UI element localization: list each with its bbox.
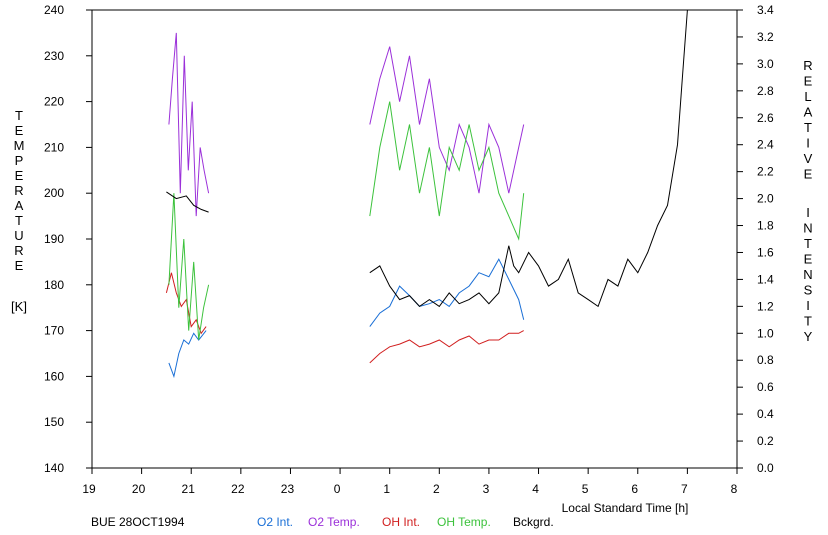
right-tick-label: 1.4 — [757, 272, 774, 286]
x-tick-label: 20 — [132, 482, 146, 496]
right-axis-title-letter: A — [804, 105, 813, 120]
series-line-oh-temp — [168, 193, 210, 340]
right-tick-label: 1.2 — [757, 299, 774, 313]
x-axis: 19 20 21 22 23 0 1 2 3 4 5 6 7 8 — [82, 468, 738, 496]
right-axis-title-letter: R — [803, 58, 812, 73]
series-line-oh-temp — [369, 101, 525, 241]
right-tick-label: 1.6 — [757, 245, 774, 259]
left-axis: 140 150 160 170 180 190 200 210 220 230 240 — [44, 3, 92, 475]
left-axis-title-letter: T — [15, 108, 23, 123]
station-label: BUE 28OCT1994 — [91, 515, 185, 529]
left-axis-title-letter: M — [14, 138, 25, 153]
legend-entry: OH Temp. — [437, 515, 491, 529]
x-tick-label: 5 — [582, 482, 589, 496]
right-axis-title-letter: E — [804, 167, 813, 182]
right-tick-label: 0.6 — [757, 380, 774, 394]
left-axis-title-letter: E — [15, 168, 24, 183]
left-tick-label: 220 — [44, 95, 64, 109]
right-tick-label: 2.6 — [757, 111, 774, 125]
left-axis-title-letter: E — [15, 258, 24, 273]
right-tick-label: 3.0 — [757, 57, 774, 71]
series-line-bckgrd — [166, 191, 209, 213]
left-axis-title-letter: U — [14, 228, 23, 243]
x-tick-label: 0 — [334, 482, 341, 496]
right-tick-label: 2.0 — [757, 192, 774, 206]
left-axis-title-letter: P — [15, 153, 24, 168]
right-tick-label: 3.2 — [757, 30, 774, 44]
x-tick-label: 6 — [631, 482, 638, 496]
legend-entry: O2 Temp. — [308, 515, 360, 529]
x-tick-label: 3 — [483, 482, 490, 496]
right-tick-label: 3.4 — [757, 3, 774, 17]
series-line-bckgrd — [369, 9, 688, 308]
legend-entry: Bckgrd. — [513, 515, 554, 529]
left-tick-label: 140 — [44, 461, 64, 475]
right-axis-title-letter: E — [804, 74, 813, 89]
left-tick-label: 160 — [44, 369, 64, 383]
series-line-o2-int — [168, 330, 207, 379]
left-axis-title-letter: R — [14, 183, 23, 198]
right-axis-title-letter: S — [804, 283, 813, 298]
right-tick-label: 2.2 — [757, 165, 774, 179]
right-tick-label: 2.8 — [757, 84, 774, 98]
x-tick-label: 19 — [82, 482, 96, 496]
right-tick-label: 0.0 — [757, 461, 774, 475]
right-tick-label: 2.4 — [757, 138, 774, 152]
right-axis-title-letter: T — [804, 236, 812, 251]
right-axis-title-letter: N — [803, 221, 812, 236]
x-tick-label: 2 — [433, 482, 440, 496]
left-tick-label: 190 — [44, 232, 64, 246]
left-axis-title-letter: E — [15, 123, 24, 138]
right-tick-label: 1.0 — [757, 326, 774, 340]
right-tick-label: 0.2 — [757, 434, 774, 448]
right-axis-title-letter: T — [804, 314, 812, 329]
series-line-oh-int — [369, 330, 524, 364]
right-axis-title-letter: T — [804, 120, 812, 135]
legend-entry: OH Int. — [382, 515, 420, 529]
plot-frame — [91, 9, 738, 469]
x-tick-label: 8 — [731, 482, 738, 496]
x-tick-label: 21 — [182, 482, 196, 496]
series-line-o2-temp — [168, 32, 210, 217]
right-axis: 0.0 0.2 0.4 0.6 0.8 1.0 1.2 1.4 1.6 1.8 2.0 2.2 2.4 2… — [737, 3, 774, 475]
series-line-o2-temp — [369, 46, 525, 194]
left-tick-label: 240 — [44, 3, 64, 17]
x-tick-label: 1 — [383, 482, 390, 496]
right-axis-title-letter: L — [804, 89, 811, 104]
right-axis-title-letter: N — [803, 267, 812, 282]
left-axis-title-letter: R — [14, 243, 23, 258]
right-axis-title-letter: I — [806, 136, 810, 151]
left-tick-label: 150 — [44, 415, 64, 429]
x-tick-label: 22 — [231, 482, 245, 496]
right-axis-title-letter: V — [804, 151, 813, 166]
right-tick-label: 0.4 — [757, 407, 774, 421]
series-line-o2-int — [369, 258, 525, 327]
left-tick-label: 170 — [44, 324, 64, 338]
left-tick-label: 230 — [44, 49, 64, 63]
legend-entry: O2 Int. — [257, 515, 293, 529]
right-axis-title-letter: E — [804, 252, 813, 267]
right-tick-label: 0.8 — [757, 353, 774, 367]
right-tick-label: 1.8 — [757, 219, 774, 233]
left-axis-unit: [K] — [11, 299, 27, 314]
left-axis-title-letter: A — [15, 198, 24, 213]
series-layer — [165, 9, 688, 379]
left-tick-label: 200 — [44, 186, 64, 200]
right-axis-title-letter: I — [806, 205, 810, 220]
x-tick-label: 7 — [681, 482, 688, 496]
right-axis-title-letter: Y — [804, 329, 813, 344]
right-axis-title-letter: I — [806, 298, 810, 313]
left-tick-label: 180 — [44, 278, 64, 292]
x-tick-label: 4 — [532, 482, 539, 496]
x-tick-label: 23 — [281, 482, 295, 496]
legend: O2 Int. O2 Temp. OH Int. OH Temp. Bckgrd. — [257, 515, 554, 529]
left-axis-title-letter: T — [15, 213, 23, 228]
left-tick-label: 210 — [44, 140, 64, 154]
series-line-oh-int — [165, 272, 207, 335]
x-axis-title: Local Standard Time [h] — [562, 501, 689, 515]
